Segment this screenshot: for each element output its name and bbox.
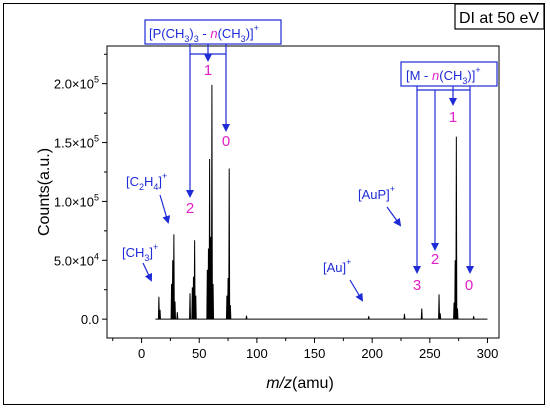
fragment-number: 2	[186, 200, 194, 217]
bracket-mch3	[416, 86, 471, 91]
x-tick-label: 150	[304, 346, 326, 361]
y-tick-label: 2.0×105	[54, 75, 99, 92]
annotation-arrow	[159, 194, 171, 224]
x-tick-label: 100	[246, 346, 268, 361]
annotation-arrow	[142, 262, 153, 282]
title-box	[454, 3, 545, 30]
y-tick-label: 1.0×105	[54, 192, 99, 209]
fragment-number: 2	[431, 251, 439, 268]
x-tick-label: 250	[419, 346, 441, 361]
label-aup: [AuP]+	[358, 184, 395, 202]
annotation-arrow	[386, 206, 402, 227]
label-au: [Au]+	[323, 257, 351, 275]
fragment-number: 0	[222, 133, 230, 150]
x-tick-label: 200	[361, 346, 383, 361]
label-box-pch3	[144, 19, 282, 45]
annotation-arrow	[349, 279, 364, 302]
label-mch3: [M - n(CH3)]+	[406, 65, 481, 86]
x-axis-label: m/z(amu)	[266, 375, 334, 392]
y-tick-label: 5.0×104	[54, 251, 99, 268]
plot-area	[106, 45, 500, 339]
fragment-number: 3	[413, 277, 421, 294]
x-tick-label: 50	[192, 346, 206, 361]
chart-title: DI at 50 eV	[459, 10, 539, 27]
fragment-number: 0	[465, 277, 473, 294]
y-axis-label: Counts(a.u.)	[36, 148, 53, 236]
fragment-number: 1	[449, 109, 457, 126]
y-tick-label: 0.0	[81, 312, 99, 327]
x-tick-label: 0	[138, 346, 145, 361]
y-tick-label: 1.5×105	[54, 134, 99, 151]
x-tick-label: 300	[477, 346, 499, 361]
label-ch3: [CH3]+	[122, 242, 158, 263]
label-pch3: [P(CH3)3 - n(CH3)]+	[149, 23, 259, 44]
label-box-mch3	[400, 61, 498, 87]
label-c2h4: [C2H4]+	[126, 171, 167, 192]
spectrum-trace	[155, 84, 488, 320]
fragment-number: 1	[204, 62, 212, 79]
